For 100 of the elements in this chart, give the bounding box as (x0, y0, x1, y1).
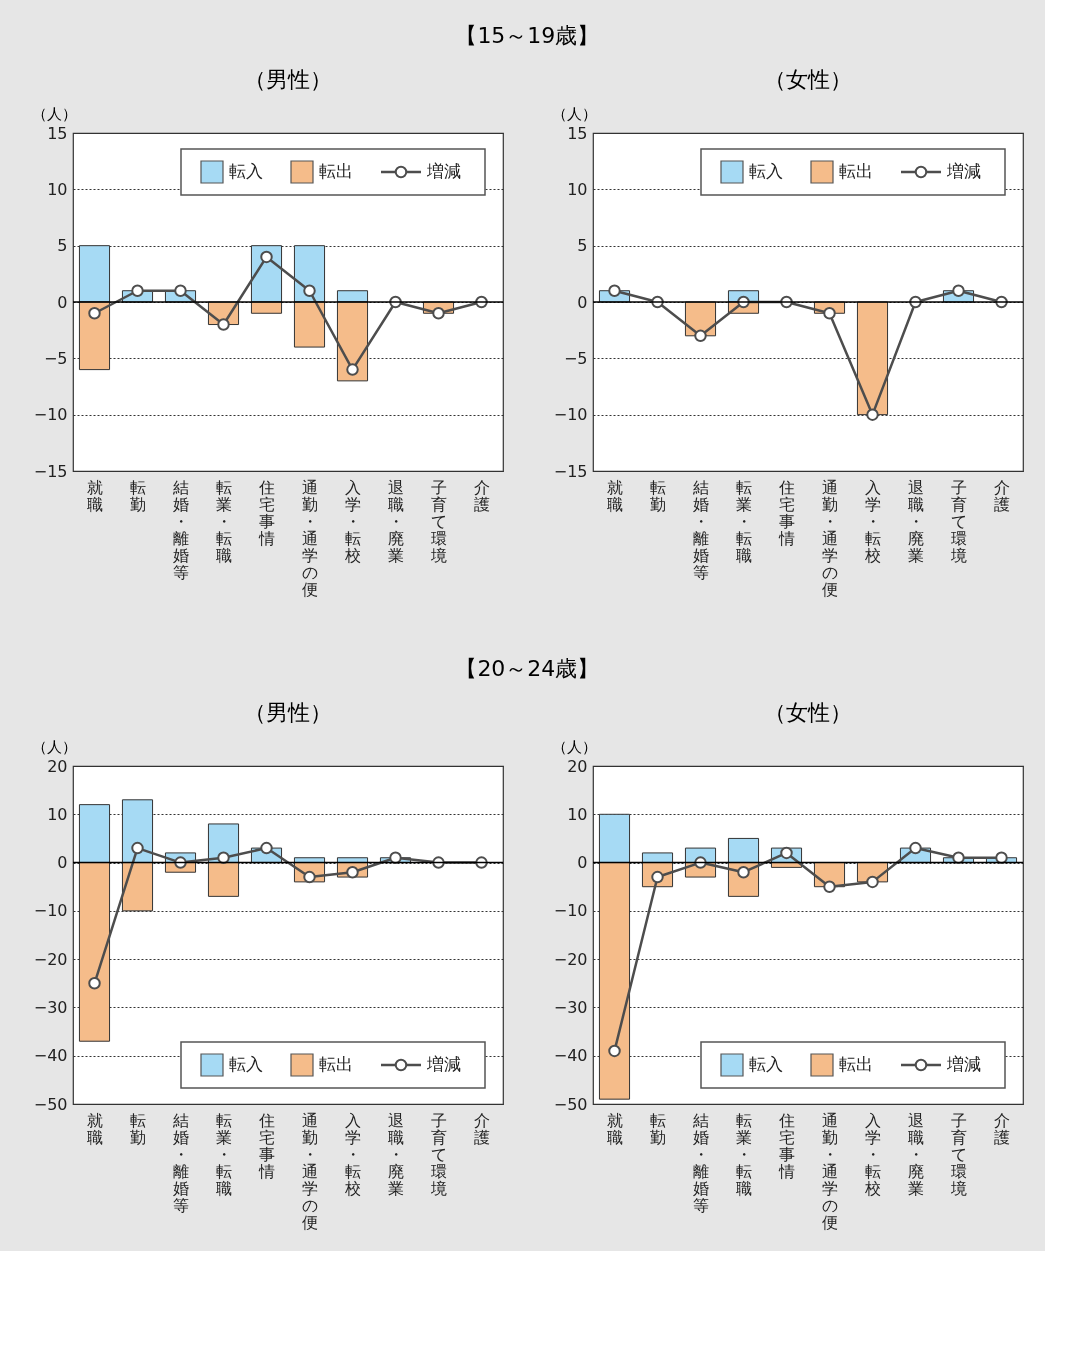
legend-label: 増減 (946, 1054, 981, 1074)
point (866, 875, 879, 889)
point (608, 1044, 621, 1058)
x-tick-label: 介護 (993, 1110, 1010, 1147)
x-tick-label: 子育て環境 (429, 1110, 447, 1198)
legend-label: 転出 (319, 161, 353, 181)
point (432, 307, 445, 320)
x-tick-label: 転業・転職 (215, 1110, 232, 1198)
legend-label: 増減 (426, 1054, 461, 1074)
x-tick-label: 転勤 (129, 1110, 146, 1147)
x-tick-label: 子育て環境 (949, 477, 967, 565)
y-tick-label: −40 (33, 1046, 68, 1066)
point (952, 851, 965, 864)
bar (293, 301, 326, 348)
y-tick-label: −10 (33, 901, 68, 921)
x-tick-label: 通勤・通学の便 (301, 1110, 318, 1232)
y-tick-label: 15 (567, 123, 588, 143)
point (303, 284, 316, 297)
x-tick-label: 介護 (473, 1110, 490, 1147)
x-tick-label: 就職 (606, 1110, 623, 1147)
y-tick-label: −15 (33, 461, 68, 481)
x-tick-label: 転勤 (649, 477, 666, 514)
x-tick-label: 退職・廃業 (387, 477, 404, 565)
y-tick-label: −50 (33, 1094, 68, 1114)
y-tick-label: 5 (57, 236, 68, 256)
x-tick-label: 通勤・通学の便 (301, 477, 318, 599)
x-tick-label: 結婚・離婚等 (171, 477, 189, 582)
x-tick-label: 退職・廃業 (907, 477, 924, 565)
text: 【20～24歳】 (455, 656, 600, 682)
legend-label: 転入 (229, 161, 263, 181)
x-tick-label: 転業・転職 (215, 477, 232, 565)
y-tick-label: 20 (567, 756, 588, 776)
x-tick-label: 結婚・離婚等 (691, 477, 709, 582)
point (995, 851, 1008, 864)
y-tick-label: 10 (567, 179, 588, 199)
y-tick-label: −20 (553, 949, 588, 969)
y-tick-label: −30 (33, 997, 68, 1017)
y-axis-title: （人） (31, 104, 77, 123)
chart-title: （男性） (244, 700, 332, 725)
x-tick-label: 入学・転校 (863, 477, 881, 565)
y-tick-label: 20 (47, 756, 68, 776)
y-tick-label: −50 (553, 1094, 588, 1114)
y-tick-label: −10 (33, 405, 68, 425)
y-tick-label: −40 (553, 1046, 588, 1066)
point (737, 865, 750, 879)
legend-label: 転出 (839, 1054, 873, 1074)
point (346, 363, 359, 376)
y-tick-label: 0 (57, 853, 68, 873)
point (823, 880, 836, 893)
point (260, 841, 273, 855)
bar (250, 301, 283, 314)
x-tick-label: 転業・転職 (735, 1110, 752, 1198)
chart-title: （女性） (764, 700, 852, 725)
x-tick-label: 就職 (86, 1110, 103, 1147)
y-tick-label: 0 (577, 853, 588, 873)
point (694, 329, 707, 343)
y-tick-label: −10 (553, 901, 588, 921)
x-tick-label: 転勤 (649, 1110, 666, 1147)
chart-title: （女性） (764, 67, 852, 92)
y-tick-label: 15 (47, 123, 68, 143)
y-tick-label: 5 (577, 236, 588, 256)
x-tick-label: 退職・廃業 (907, 1110, 924, 1198)
point (217, 318, 230, 331)
x-tick-label: 住宅事情 (777, 477, 795, 548)
text: 【15～19歳】 (455, 23, 600, 49)
y-axis-title: （人） (551, 104, 597, 123)
legend-label: 転出 (319, 1054, 353, 1074)
legend-label: 増減 (426, 161, 461, 181)
x-tick-label: 住宅事情 (257, 477, 275, 548)
y-tick-label: 10 (47, 804, 68, 824)
point (823, 307, 836, 320)
x-tick-label: 子育て環境 (429, 477, 447, 565)
y-tick-label: 0 (577, 292, 588, 312)
y-tick-label: −15 (553, 461, 588, 481)
x-tick-label: 入学・転校 (343, 1110, 361, 1198)
point (88, 977, 101, 990)
x-tick-label: 通勤・通学の便 (821, 1110, 838, 1232)
x-tick-label: 介護 (473, 477, 490, 514)
x-tick-label: 転業・転職 (735, 477, 752, 565)
point (131, 841, 144, 855)
legend-label: 転入 (749, 161, 783, 181)
y-tick-label: −20 (33, 949, 68, 969)
y-tick-label: −30 (553, 997, 588, 1017)
point (174, 284, 187, 297)
x-tick-label: 退職・廃業 (387, 1110, 404, 1198)
y-tick-label: −5 (43, 348, 68, 368)
point (260, 250, 273, 264)
x-tick-label: 転勤 (129, 477, 146, 514)
point (608, 284, 621, 297)
y-axis-title: （人） (31, 737, 77, 756)
x-tick-label: 結婚・離婚等 (691, 1110, 709, 1215)
legend-label: 増減 (946, 161, 981, 181)
x-tick-label: 就職 (86, 477, 103, 514)
y-axis-title: （人） (551, 737, 597, 756)
legend-label: 転出 (839, 161, 873, 181)
point (909, 841, 922, 855)
point (389, 851, 402, 864)
x-tick-label: 通勤・通学の便 (821, 477, 838, 599)
y-tick-label: −10 (553, 405, 588, 425)
x-tick-label: 入学・転校 (863, 1110, 881, 1198)
